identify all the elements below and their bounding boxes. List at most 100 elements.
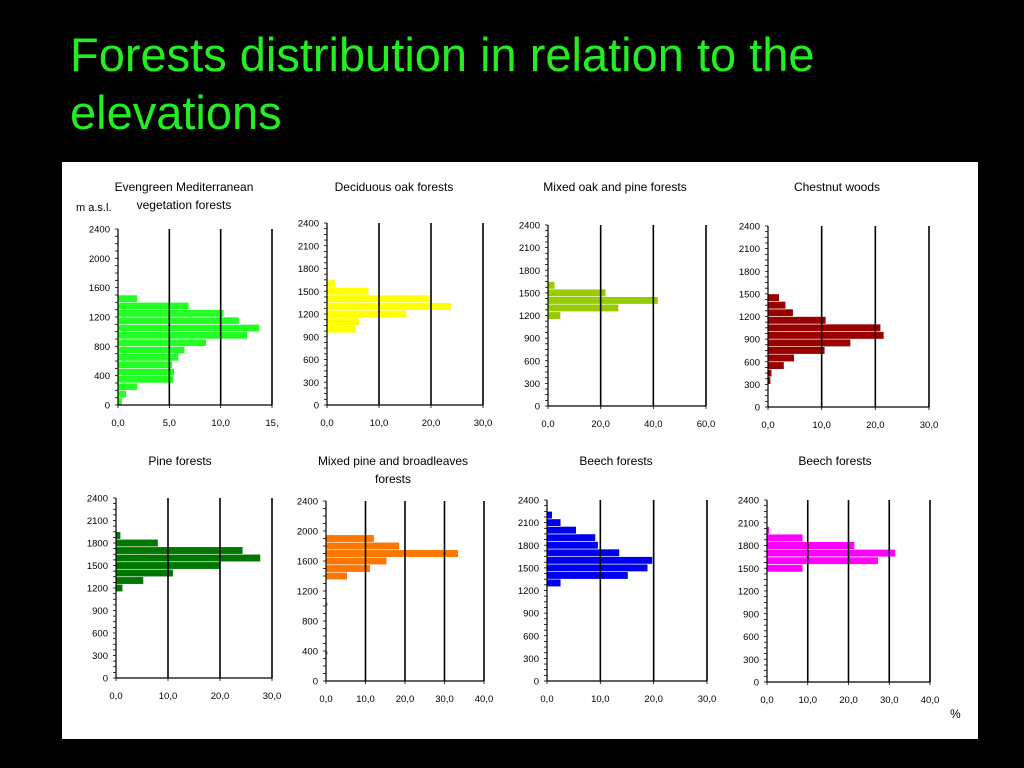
x-tick-label: 20,0 (211, 691, 230, 702)
y-tick-label: 2400 (739, 222, 760, 233)
x-tick-label: 40,0 (644, 419, 663, 430)
bar (115, 576, 144, 585)
y-tick-label: 1500 (738, 564, 759, 575)
bar (117, 390, 127, 398)
y-tick-label: 600 (303, 355, 319, 366)
y-tick-label: 2400 (89, 225, 110, 236)
x-tick-label: 10,0 (211, 418, 230, 429)
bar (546, 563, 649, 572)
bar (115, 538, 159, 548)
bar (325, 541, 400, 551)
x-tick-label: 20,0 (422, 418, 441, 429)
y-tick-label: 600 (92, 629, 108, 640)
x-tick-label: 0,0 (540, 694, 553, 705)
chart-title: forests (375, 472, 411, 486)
x-tick-label: 60,0 (697, 419, 716, 430)
chart-7: Beech forests 0 300 600 900 1200 1500 1800 2100 2… (518, 454, 716, 705)
bar (117, 360, 173, 369)
bar (115, 546, 244, 555)
chart-1: Evengreen Mediterranean vegetation forest… (89, 180, 279, 429)
bar (117, 397, 123, 406)
bar (767, 301, 787, 310)
y-tick-label: 1200 (298, 310, 319, 321)
bar (767, 361, 785, 370)
y-tick-label: 300 (744, 380, 760, 391)
y-tick-label: 2100 (298, 241, 319, 252)
bar (546, 533, 596, 542)
bar (547, 303, 619, 313)
y-tick-label: 1200 (89, 313, 110, 324)
y-tick-label: 2400 (738, 496, 759, 507)
chart-title: Evengreen Mediterranean (115, 180, 254, 194)
y-tick-label: 800 (94, 342, 110, 353)
bar (546, 548, 620, 557)
chart-title: Mixed oak and pine forests (543, 180, 686, 194)
y-tick-label: 1800 (87, 539, 108, 550)
x-tick-label: 20,0 (396, 694, 415, 705)
x-tick-label: 10,0 (812, 420, 831, 431)
x-tick-label: 0,0 (111, 418, 124, 429)
bar (546, 511, 553, 520)
y-tick-label: 1600 (297, 557, 318, 568)
bar (117, 368, 175, 376)
y-tick-label: 1200 (738, 587, 759, 598)
y-tick-label: 0 (105, 401, 110, 412)
y-tick-label: 2400 (297, 497, 318, 508)
y-tick-label: 2000 (297, 527, 318, 538)
x-axis-unit-label: % (950, 707, 961, 721)
x-tick-label: 0,0 (319, 694, 332, 705)
chart-5: Pine forests 0 300 600 900 1200 1500 1800 2100 24… (87, 454, 281, 702)
bar (546, 571, 629, 580)
chart-2: Deciduous oak forests 0 300 600 900 1200 1500 1… (298, 180, 492, 429)
chart-title: Beech forests (798, 454, 871, 468)
x-tick-label: 0,0 (109, 691, 122, 702)
y-tick-label: 300 (524, 379, 540, 390)
y-tick-label: 1200 (518, 586, 539, 597)
bar (326, 287, 369, 296)
chart-4: Chestnut woods 0 300 600 900 1200 1500 1800 2100… (739, 180, 938, 431)
bar (546, 578, 562, 588)
x-tick-label: 10,0 (370, 418, 389, 429)
y-tick-label: 1500 (739, 289, 760, 300)
chart-8: Beech forests 0 300 600 900 1200 1500 1800 2100 2… (738, 454, 939, 706)
bar (117, 338, 207, 347)
bar (546, 541, 599, 550)
x-tick-label: 30,0 (698, 694, 717, 705)
y-tick-label: 900 (92, 606, 108, 617)
y-tick-label: 1500 (518, 563, 539, 574)
bar (117, 309, 225, 318)
y-tick-label: 400 (302, 647, 318, 658)
bar (767, 338, 851, 347)
x-tick-label: 10,0 (591, 694, 610, 705)
bar (325, 549, 459, 558)
bar (767, 293, 780, 302)
bar (546, 526, 577, 535)
x-tick-label: 10,0 (799, 695, 818, 706)
y-tick-label: 0 (755, 403, 760, 414)
bar (326, 302, 452, 311)
bar (326, 279, 336, 288)
y-tick-label: 2100 (519, 243, 540, 254)
x-tick-label: 10,0 (356, 694, 375, 705)
y-tick-label: 300 (303, 378, 319, 389)
bar (767, 316, 827, 325)
bar (766, 556, 879, 565)
y-axis-unit-label: m a.s.l. (76, 202, 111, 214)
bar (117, 346, 186, 354)
y-tick-label: 2400 (518, 496, 539, 507)
bar (325, 564, 371, 573)
bar (325, 571, 348, 581)
y-tick-label: 2400 (87, 494, 108, 505)
y-tick-label: 2100 (518, 518, 539, 529)
x-tick-label: 0,0 (761, 420, 774, 431)
x-tick-label: 15, (265, 418, 278, 429)
bar (117, 375, 174, 384)
bar (326, 317, 360, 326)
y-tick-label: 1200 (87, 584, 108, 595)
bar (767, 323, 881, 332)
y-tick-label: 600 (524, 356, 540, 367)
bar (547, 281, 556, 290)
x-tick-label: 40,0 (921, 695, 940, 706)
y-tick-label: 2100 (87, 516, 108, 527)
x-tick-label: 0,0 (760, 695, 773, 706)
